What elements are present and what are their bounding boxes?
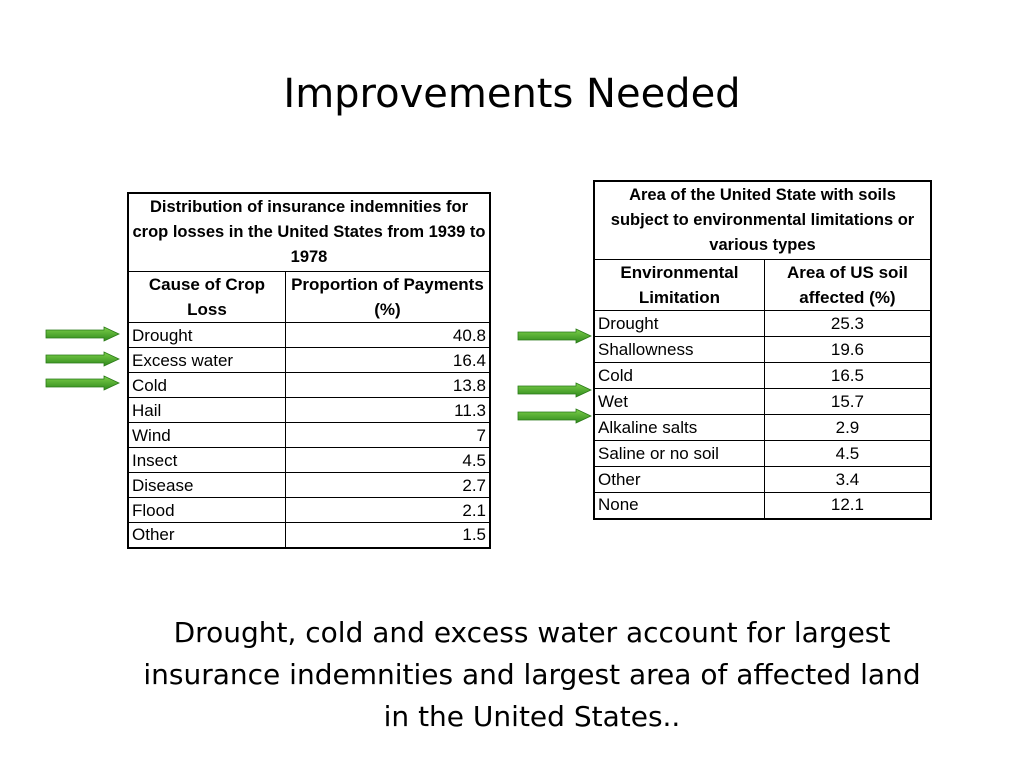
row-label: Shallowness [593, 336, 765, 363]
row-value: 2.1 [284, 497, 491, 523]
row-label: Wet [593, 388, 765, 415]
table-row: Drought 25.3 [593, 310, 932, 337]
row-label: Hail [127, 397, 286, 423]
row-label: Cold [127, 372, 286, 398]
table-row: Cold 13.8 [127, 372, 491, 398]
row-value: 40.8 [284, 322, 491, 348]
row-value: 11.3 [284, 397, 491, 423]
green-arrow-icon [45, 326, 120, 342]
row-value: 12.1 [763, 492, 932, 519]
column-header-cause: Cause of Crop Loss [127, 271, 286, 323]
row-value: 13.8 [284, 372, 491, 398]
table-row: Wet 15.7 [593, 388, 932, 415]
table-row: Other 3.4 [593, 466, 932, 493]
row-label: Excess water [127, 347, 286, 373]
table-row: Wind 7 [127, 422, 491, 448]
row-value: 16.4 [284, 347, 491, 373]
table-caption: Distribution of insurance indemnities fo… [127, 192, 491, 272]
row-label: Flood [127, 497, 286, 523]
table-row: Cold 16.5 [593, 362, 932, 389]
row-value: 4.5 [763, 440, 932, 467]
row-label: Disease [127, 472, 286, 498]
row-value: 3.4 [763, 466, 932, 493]
row-label: Saline or no soil [593, 440, 765, 467]
row-label: Other [593, 466, 765, 493]
table-row: Hail 11.3 [127, 397, 491, 423]
table-row: Disease 2.7 [127, 472, 491, 498]
row-value: 1.5 [284, 522, 491, 548]
row-label: Wind [127, 422, 286, 448]
row-label: Drought [127, 322, 286, 348]
row-value: 4.5 [284, 447, 491, 473]
table-row: Shallowness 19.6 [593, 336, 932, 363]
column-header-limitation: Environmental Limitation [593, 259, 765, 311]
green-arrow-icon [45, 375, 120, 391]
green-arrow-icon [517, 408, 592, 424]
column-header-proportion: Proportion of Payments (%) [284, 271, 491, 323]
row-value: 15.7 [763, 388, 932, 415]
row-value: 19.6 [763, 336, 932, 363]
row-value: 25.3 [763, 310, 932, 337]
row-value: 2.7 [284, 472, 491, 498]
table-row: Other 1.5 [127, 522, 491, 548]
table-row: Flood 2.1 [127, 497, 491, 523]
row-label: Drought [593, 310, 765, 337]
row-label: None [593, 492, 765, 519]
table-row: Drought 40.8 [127, 322, 491, 348]
table-row: Alkaline salts 2.9 [593, 414, 932, 441]
table-caption: Area of the United State with soils subj… [593, 180, 932, 260]
row-value: 16.5 [763, 362, 932, 389]
table-row: Saline or no soil 4.5 [593, 440, 932, 467]
summary-text: Drought, cold and excess water account f… [143, 616, 921, 733]
green-arrow-icon [517, 382, 592, 398]
row-value: 2.9 [763, 414, 932, 441]
insurance-indemnities-table: Distribution of insurance indemnities fo… [127, 192, 491, 549]
soil-limitations-table: Area of the United State with soils subj… [593, 180, 932, 520]
table-row: Excess water 16.4 [127, 347, 491, 373]
row-label: Cold [593, 362, 765, 389]
table-row: Insect 4.5 [127, 447, 491, 473]
row-label: Insect [127, 447, 286, 473]
slide-title: Improvements Needed [283, 71, 741, 117]
green-arrow-icon [45, 351, 120, 367]
row-label: Alkaline salts [593, 414, 765, 441]
row-value: 7 [284, 422, 491, 448]
table-row: None 12.1 [593, 492, 932, 519]
row-label: Other [127, 522, 286, 548]
column-header-area: Area of US soil affected (%) [763, 259, 932, 311]
green-arrow-icon [517, 328, 592, 344]
